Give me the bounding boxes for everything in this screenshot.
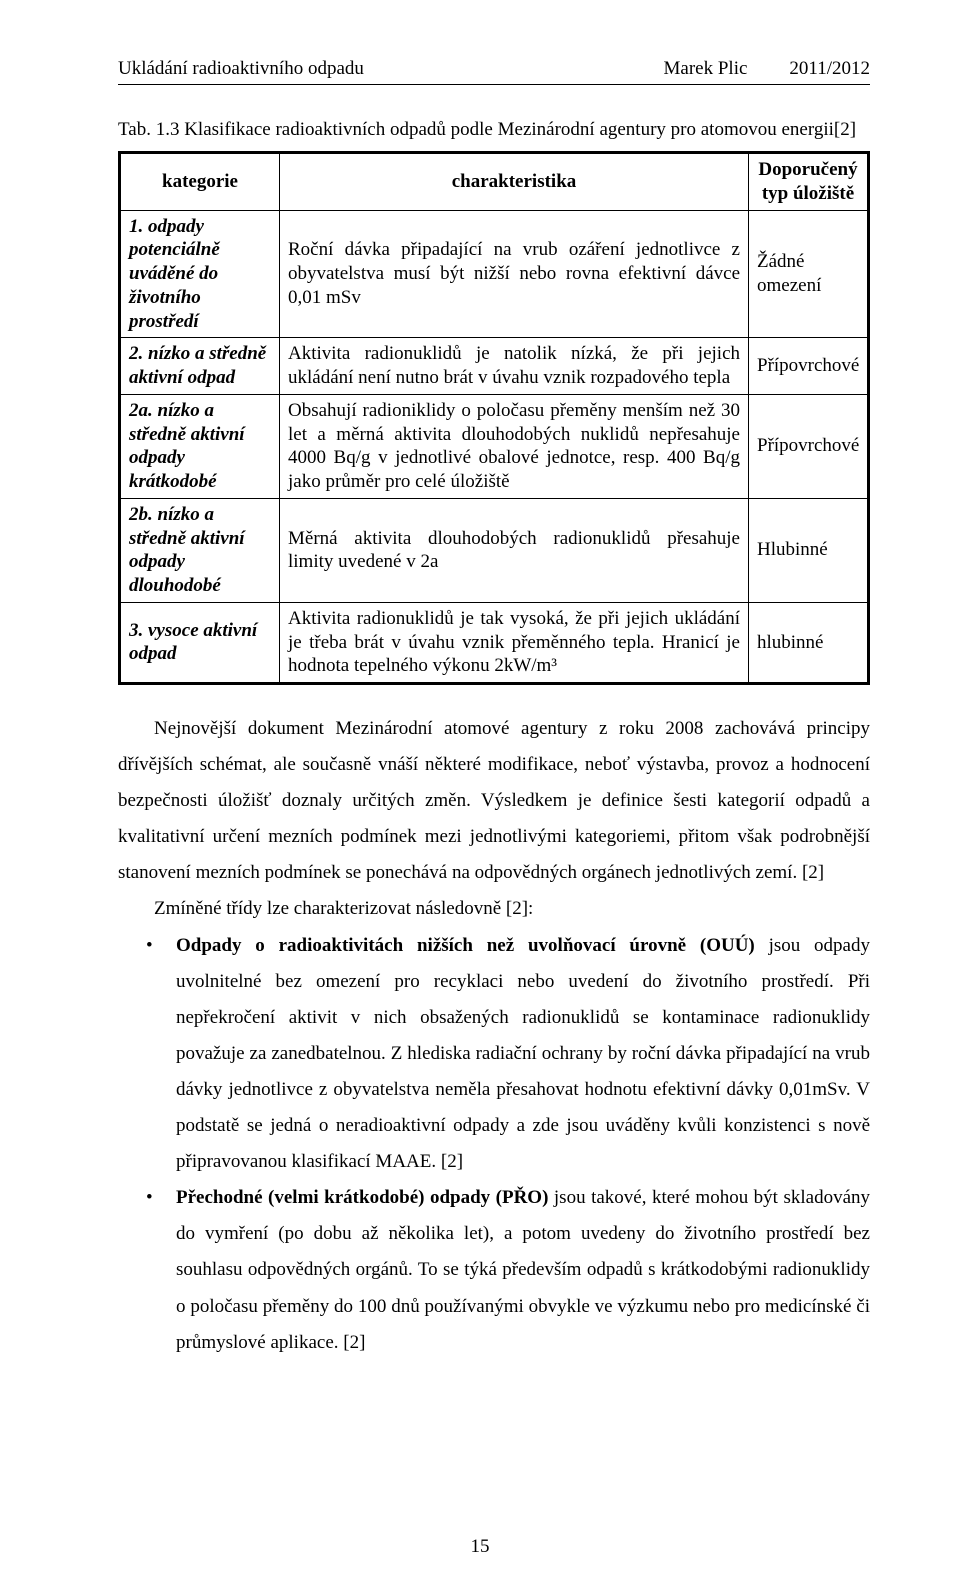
table-row: 1. odpady potenciálně uváděné do životní… bbox=[120, 210, 869, 338]
cell-typ: Přípovrchové bbox=[749, 338, 869, 395]
table-row: 2a. nízko a středně aktivní odpady krátk… bbox=[120, 394, 869, 498]
table-row: 3. vysoce aktivní odpad Aktivita radionu… bbox=[120, 602, 869, 683]
cell-typ: Žádné omezení bbox=[749, 210, 869, 338]
list-item: Odpady o radioaktivitách nižších než uvo… bbox=[176, 928, 870, 1181]
bullet-2-rest: jsou takové, které mohou být skladovány … bbox=[176, 1187, 870, 1352]
table-caption: Tab. 1.3 Klasifikace radioaktivních odpa… bbox=[118, 119, 870, 141]
cell-char: Měrná aktivita dlouhodobých radionuklidů… bbox=[280, 498, 749, 602]
bullet-2-title: Přechodné (velmi krátkodobé) odpady (PŘO… bbox=[176, 1187, 548, 1208]
page-number: 15 bbox=[0, 1536, 960, 1558]
page: Ukládání radioaktivního odpadu Marek Pli… bbox=[0, 0, 960, 1588]
header-year: 2011/2012 bbox=[789, 58, 870, 80]
running-header: Ukládání radioaktivního odpadu Marek Pli… bbox=[118, 58, 870, 85]
cell-char: Obsahují radioniklidy o poločasu přeměny… bbox=[280, 394, 749, 498]
cell-char: Roční dávka připadající na vrub ozáření … bbox=[280, 210, 749, 338]
cell-cat: 2. nízko a středně aktivní odpad bbox=[120, 338, 280, 395]
table-header-row: kategorie charakteristika Doporučený typ… bbox=[120, 153, 869, 211]
bullet-1-rest: jsou odpady uvolnitelné bez omezení pro … bbox=[176, 935, 870, 1173]
col-typ: Doporučený typ úložiště bbox=[749, 153, 869, 211]
cell-cat: 2a. nízko a středně aktivní odpady krátk… bbox=[120, 394, 280, 498]
cell-typ: hlubinné bbox=[749, 602, 869, 683]
cell-cat: 1. odpady potenciálně uváděné do životní… bbox=[120, 210, 280, 338]
cell-typ: Přípovrchové bbox=[749, 394, 869, 498]
cell-char: Aktivita radionuklidů je tak vysoká, že … bbox=[280, 602, 749, 683]
paragraph-2: Zmíněné třídy lze charakterizovat násled… bbox=[118, 891, 870, 927]
table-row: 2. nízko a středně aktivní odpad Aktivit… bbox=[120, 338, 869, 395]
cell-cat: 2b. nízko a středně aktivní odpady dlouh… bbox=[120, 498, 280, 602]
cell-cat: 3. vysoce aktivní odpad bbox=[120, 602, 280, 683]
list-item: Přechodné (velmi krátkodobé) odpady (PŘO… bbox=[176, 1180, 870, 1360]
bullet-1-title: Odpady o radioaktivitách nižších než uvo… bbox=[176, 935, 755, 956]
paragraph-1: Nejnovější dokument Mezinárodní atomové … bbox=[118, 711, 870, 891]
body-text: Nejnovější dokument Mezinárodní atomové … bbox=[118, 711, 870, 1361]
col-kategorie: kategorie bbox=[120, 153, 280, 211]
bullet-list: Odpady o radioaktivitách nižších než uvo… bbox=[118, 928, 870, 1361]
classification-table: kategorie charakteristika Doporučený typ… bbox=[118, 151, 870, 685]
header-author: Marek Plic bbox=[664, 58, 748, 80]
cell-char: Aktivita radionuklidů je natolik nízká, … bbox=[280, 338, 749, 395]
table-row: 2b. nízko a středně aktivní odpady dlouh… bbox=[120, 498, 869, 602]
cell-typ: Hlubinné bbox=[749, 498, 869, 602]
header-title: Ukládání radioaktivního odpadu bbox=[118, 58, 364, 80]
col-charakteristika: charakteristika bbox=[280, 153, 749, 211]
